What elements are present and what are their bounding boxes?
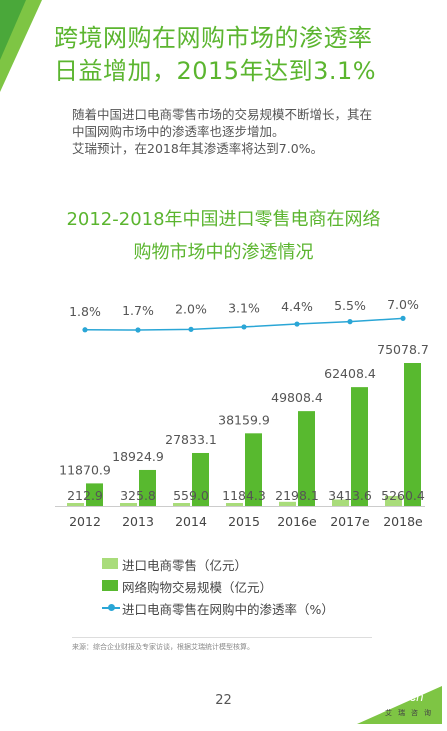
penetration-point-2013	[135, 327, 141, 333]
corner-decoration-inner	[0, 0, 26, 60]
legend-swatch-import-retail	[102, 558, 118, 569]
penetration-label-2018e: 7.0%	[387, 297, 419, 312]
label-online-shopping-2016e: 49808.4	[271, 390, 323, 405]
label-import-retail-2012: 212.9	[67, 488, 103, 503]
bar-import-retail-2016e	[279, 501, 296, 506]
bar-online-shopping-2018e	[404, 363, 421, 506]
penetration-point-2012	[82, 327, 88, 333]
bar-import-retail-2018e	[385, 495, 402, 506]
label-online-shopping-2013: 18924.9	[112, 449, 164, 464]
label-import-retail-2017e: 3413.6	[328, 488, 372, 503]
x-tick-2013: 2013	[122, 514, 154, 529]
legend-label-online-shopping: 网络购物交易规模（亿元）	[122, 580, 273, 595]
description-line2: 中国网购市场中的渗透率也逐步增加。	[72, 124, 285, 139]
source-note: 来源：综合企业财报及专家访谈，根据艾瑞统计模型核算。	[72, 643, 254, 651]
description-line3: 艾瑞预计，在2018年其渗透率将达到7.0%。	[72, 141, 324, 156]
penetration-label-2013: 1.7%	[122, 303, 154, 318]
label-online-shopping-2018e: 75078.7	[377, 342, 429, 357]
penetration-label-2015: 3.1%	[228, 300, 260, 315]
description: 随着中国进口电商零售市场的交易规模不断增长，其在 中国网购市场中的渗透率也逐步增…	[72, 106, 432, 157]
penetration-point-2015	[241, 324, 247, 330]
label-import-retail-2013: 325.8	[120, 488, 156, 503]
legend-label-import-retail: 进口电商零售（亿元）	[122, 558, 248, 573]
label-online-shopping-2017e: 62408.4	[324, 366, 376, 381]
penetration-label-2016e: 4.4%	[281, 299, 313, 314]
bar-import-retail-2014	[173, 503, 190, 506]
label-import-retail-2014: 559.0	[173, 488, 209, 503]
page-title-line1: 跨境网购在网购市场的渗透率	[54, 24, 373, 52]
bar-online-shopping-2017e	[351, 387, 368, 506]
legend-swatch-dot	[108, 604, 115, 611]
bar-online-shopping-2013	[139, 469, 156, 506]
page-title: 跨境网购在网购市场的渗透率 日益增加，2015年达到3.1%	[54, 22, 434, 88]
page-number: 22	[215, 693, 232, 708]
x-tick-2017e: 2017e	[330, 514, 370, 529]
penetration-label-2012: 1.8%	[69, 304, 101, 319]
description-line1: 随着中国进口电商零售市场的交易规模不断增长，其在	[72, 107, 373, 122]
label-import-retail-2015: 1184.3	[222, 488, 266, 503]
chart-title-line1: 2012-2018年中国进口零售电商在网络	[66, 209, 381, 230]
penetration-label-2017e: 5.5%	[334, 298, 366, 313]
logo-background	[357, 686, 442, 724]
bar-import-retail-2015	[226, 503, 243, 506]
x-tick-2015: 2015	[228, 514, 260, 529]
label-online-shopping-2012: 11870.9	[59, 462, 111, 477]
label-online-shopping-2015: 38159.9	[218, 412, 270, 427]
penetration-point-2017e	[347, 319, 353, 325]
label-online-shopping-2014: 27833.1	[165, 432, 217, 447]
penetration-label-2014: 2.0%	[175, 302, 207, 317]
bar-online-shopping-2015	[245, 433, 262, 506]
penetration-point-2014	[188, 326, 194, 332]
legend-label-penetration-rate: 进口电商零售在网购中的渗透率（%）	[122, 602, 334, 617]
chart: 1.8% 1.7% 2.0% 3.1% 4.4% 5.5% 7.0% 11870.9 212.9…	[55, 297, 429, 529]
bar-import-retail-2017e	[332, 499, 349, 506]
label-import-retail-2018e: 5260.4	[381, 488, 425, 503]
x-tick-2014: 2014	[175, 514, 207, 529]
penetration-point-2016e	[294, 321, 300, 327]
source-divider	[72, 637, 372, 638]
chart-title-line2: 购物市场中的渗透情况	[133, 242, 314, 263]
x-tick-2016e: 2016e	[277, 514, 317, 529]
page-title-line2: 日益增加，2015年达到3.1%	[54, 57, 377, 85]
logo-text: iResearch	[365, 689, 424, 704]
label-import-retail-2016e: 2198.1	[275, 488, 319, 503]
bar-online-shopping-2014	[192, 452, 209, 506]
bar-import-retail-2012	[67, 503, 84, 506]
legend-swatch-online-shopping	[102, 580, 118, 591]
x-tick-2018e: 2018e	[383, 514, 423, 529]
bar-online-shopping-2012	[86, 483, 103, 506]
bar-import-retail-2013	[120, 503, 137, 506]
iresearch-logo: iResearch 艾瑞咨询	[357, 686, 442, 724]
x-tick-2012: 2012	[69, 514, 101, 529]
bar-online-shopping-2016e	[298, 411, 315, 506]
chart-title: 2012-2018年中国进口零售电商在网络 购物市场中的渗透情况	[0, 203, 447, 269]
logo-subtext: 艾瑞咨询	[385, 709, 437, 717]
penetration-point-2018e	[400, 315, 406, 321]
